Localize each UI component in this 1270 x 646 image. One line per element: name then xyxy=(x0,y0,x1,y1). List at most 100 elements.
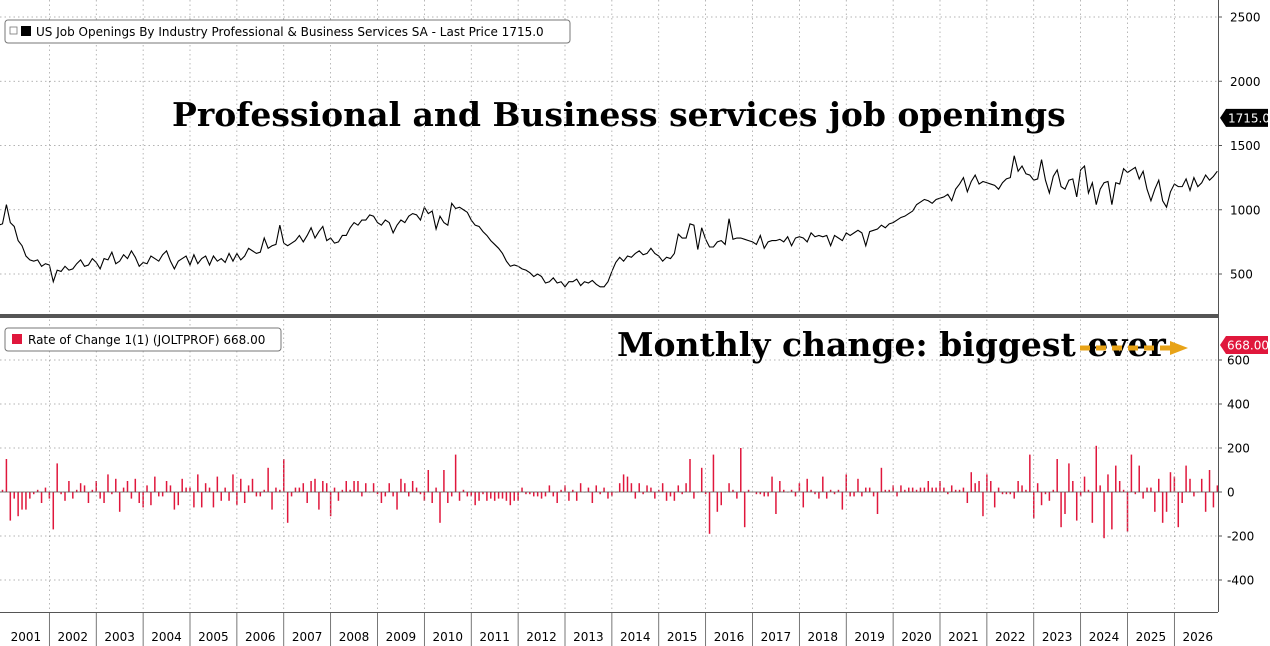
bar xyxy=(372,483,375,492)
bar xyxy=(743,492,746,528)
bar xyxy=(712,454,715,492)
bar xyxy=(21,492,23,510)
bar xyxy=(1118,481,1121,492)
year-gridlines xyxy=(49,0,1175,612)
bar xyxy=(865,487,867,492)
bar xyxy=(704,492,707,495)
bar xyxy=(896,492,898,497)
bar xyxy=(708,492,711,534)
bar xyxy=(1173,476,1176,492)
bar xyxy=(607,492,609,499)
bar xyxy=(333,487,336,492)
bar xyxy=(1193,492,1195,497)
bar xyxy=(1185,465,1187,492)
bar xyxy=(283,459,285,492)
bar xyxy=(396,492,398,510)
bar xyxy=(435,487,437,492)
bar xyxy=(892,485,894,492)
bar xyxy=(1044,492,1047,495)
bar xyxy=(150,492,152,506)
bar xyxy=(794,492,797,497)
bar xyxy=(665,492,668,501)
bar xyxy=(915,489,918,492)
bar xyxy=(755,492,758,495)
panel-divider xyxy=(0,314,1218,318)
year-label: 2011 xyxy=(479,630,510,644)
bar xyxy=(33,492,35,495)
bar xyxy=(1165,492,1168,512)
bar xyxy=(118,492,121,512)
bar xyxy=(732,489,734,492)
bar xyxy=(1064,492,1066,514)
bar xyxy=(1083,476,1086,492)
bar xyxy=(947,492,949,495)
bar xyxy=(79,483,82,492)
year-label: 2017 xyxy=(761,630,792,644)
bar xyxy=(341,489,344,492)
bar xyxy=(243,492,246,503)
bar xyxy=(439,492,441,523)
bar xyxy=(1029,454,1031,492)
bar xyxy=(302,483,305,492)
bar xyxy=(216,476,219,492)
bar xyxy=(1005,492,1008,495)
bar xyxy=(392,492,394,497)
bar xyxy=(474,492,476,506)
bar xyxy=(650,487,652,492)
bar xyxy=(872,492,875,497)
bar xyxy=(493,492,496,501)
bar xyxy=(837,489,840,492)
bar xyxy=(458,492,461,501)
bar xyxy=(993,492,996,508)
bottom-y-axis: -400 -200 0 200 400 600 xyxy=(1218,354,1254,588)
bar xyxy=(181,478,183,492)
bar xyxy=(880,467,883,492)
bar xyxy=(345,481,347,492)
bar xyxy=(1052,489,1055,492)
bar xyxy=(353,481,355,492)
bar xyxy=(1025,489,1027,492)
bar xyxy=(9,492,12,521)
y-tick-label: 200 xyxy=(1227,442,1250,456)
bar xyxy=(99,492,101,499)
bar xyxy=(314,478,316,492)
bar xyxy=(544,492,547,497)
bar xyxy=(700,467,703,492)
bar xyxy=(630,483,633,492)
bar xyxy=(450,492,453,497)
bar xyxy=(322,481,324,492)
bottom-legend[interactable]: Rate of Change 1(1) (JOLTPROF) 668.00 xyxy=(4,327,282,352)
bar xyxy=(431,492,433,503)
bar xyxy=(1036,483,1039,492)
bar xyxy=(716,492,719,512)
bar xyxy=(349,489,351,492)
bar xyxy=(618,483,621,492)
bar xyxy=(661,483,664,492)
bar xyxy=(275,487,277,492)
bar xyxy=(165,481,168,492)
y-tick-label: 2000 xyxy=(1230,75,1261,89)
bottom-last-price-label: 668.00 xyxy=(1227,339,1269,353)
top-legend[interactable]: US Job Openings By Industry Professional… xyxy=(4,19,571,44)
bar xyxy=(681,492,683,495)
bar xyxy=(169,485,172,492)
bar xyxy=(1107,474,1109,492)
top-annotation: Professional and Business services job o… xyxy=(172,95,1066,134)
bar xyxy=(642,492,644,495)
top-y-axis: 500 1000 1500 2000 2500 xyxy=(1218,11,1261,282)
bar xyxy=(404,483,406,492)
bar xyxy=(931,487,933,492)
bar xyxy=(923,487,926,492)
bar xyxy=(1181,492,1183,503)
bar xyxy=(415,487,418,492)
bar xyxy=(1091,492,1094,523)
bar xyxy=(75,489,78,492)
bar xyxy=(111,492,113,495)
bar xyxy=(1048,492,1051,501)
bar xyxy=(56,463,58,492)
bar xyxy=(1169,472,1172,492)
year-label: 2013 xyxy=(573,630,604,644)
legend-expand-icon[interactable] xyxy=(9,26,18,35)
bar xyxy=(638,483,640,492)
bar xyxy=(529,492,531,495)
